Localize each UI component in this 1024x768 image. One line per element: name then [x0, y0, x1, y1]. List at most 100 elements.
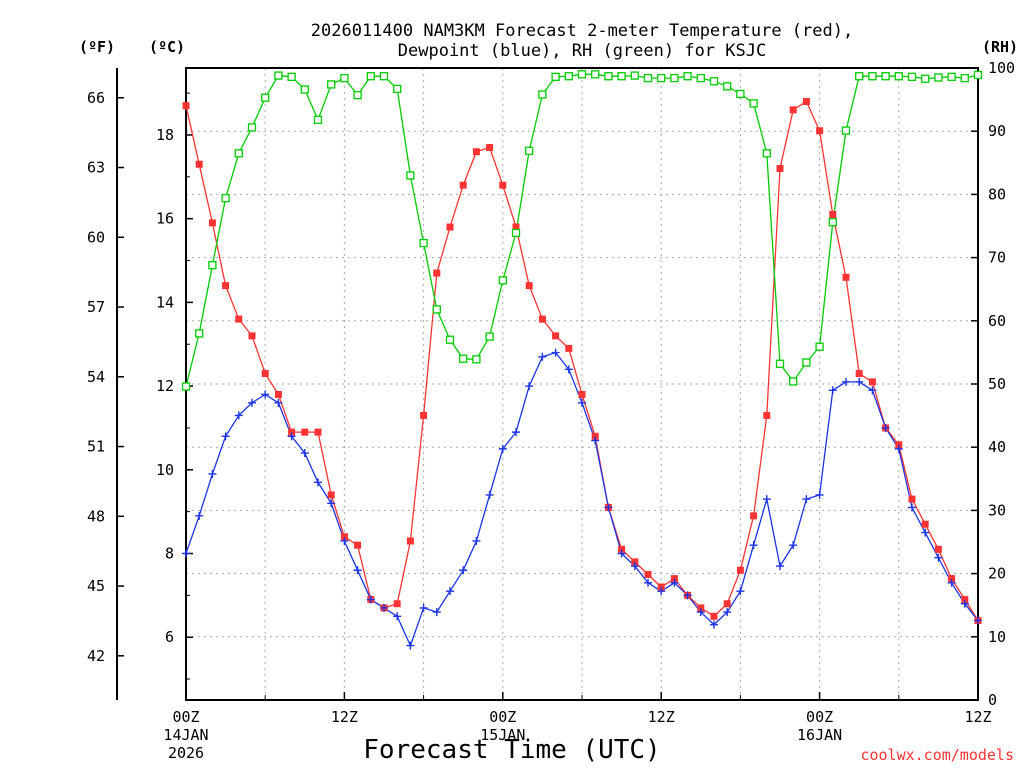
temperature-point	[327, 491, 335, 499]
rh-point	[287, 72, 296, 81]
rh-tick-label: 90	[988, 122, 1006, 140]
temperature-point	[406, 537, 414, 545]
dewpoint-point	[736, 587, 745, 596]
rh-point	[921, 74, 930, 83]
temperature-point	[314, 428, 322, 436]
temperature-point	[208, 219, 216, 227]
dewpoint-point	[564, 365, 573, 374]
rh-point	[802, 358, 811, 367]
dewpoint-point	[776, 562, 784, 571]
rh-point	[551, 72, 560, 81]
rh-point	[195, 329, 204, 338]
temperature-point	[499, 181, 507, 189]
temperature-point	[420, 411, 428, 419]
rh-point	[736, 89, 745, 99]
rh-point	[261, 93, 270, 102]
temperature-point	[472, 148, 480, 156]
temperature-point	[710, 612, 718, 620]
dewpoint-point	[274, 398, 283, 407]
rh-point	[432, 305, 441, 314]
dewpoint-point	[551, 348, 560, 357]
rh-point	[379, 72, 389, 81]
temperature-point	[657, 583, 665, 591]
dewpoint-point	[789, 541, 798, 550]
dewpoint-point	[591, 436, 600, 445]
rh-point	[472, 355, 481, 364]
rh-point	[208, 261, 217, 270]
rh-tick-label: 60	[988, 312, 1006, 330]
rh-point	[577, 70, 587, 79]
chart-title-line-1: 2026011400 NAM3KM Forecast 2-meter Tempe…	[311, 21, 853, 41]
fahrenheit-tick-label: 54	[87, 368, 105, 386]
dewpoint-point	[248, 398, 256, 407]
rh-point	[670, 73, 679, 83]
dewpoint-point	[234, 411, 243, 420]
x-axis-title: Forecast Time (UTC)	[363, 735, 660, 765]
temperature-point	[538, 315, 546, 323]
fahrenheit-tick-label: 42	[87, 647, 105, 665]
rh-point	[907, 72, 917, 81]
rh-tick-label: 100	[988, 59, 1015, 77]
temperature-point	[697, 604, 705, 612]
dewpoint-point	[419, 603, 428, 612]
dewpoint-point	[300, 449, 309, 458]
temperature-point	[182, 102, 190, 110]
dewpoint-point	[921, 528, 930, 537]
dewpoint-point	[353, 566, 362, 575]
dewpoint-point	[894, 444, 903, 453]
rh-tick-label: 30	[988, 501, 1006, 519]
rh-point	[762, 149, 771, 158]
dewpoint-point	[670, 578, 679, 587]
chart-title-line-2: Dewpoint (blue), RH (green) for KSJC	[398, 41, 766, 61]
dewpoint-point	[696, 608, 705, 617]
rh-point	[221, 194, 230, 203]
dewpoint-point	[525, 382, 534, 391]
rh-point	[868, 72, 877, 81]
celsius-tick-label: 12	[156, 377, 174, 395]
fahrenheit-tick-label: 60	[87, 228, 105, 246]
rh-point	[630, 71, 639, 80]
x-year-label: 2026	[168, 744, 204, 762]
series-markers	[181, 70, 983, 650]
temperature-point	[354, 541, 362, 549]
x-tick-label: 12Z	[648, 708, 675, 726]
rh-tick-label: 0	[988, 691, 997, 709]
rh-point	[657, 73, 666, 83]
temperature-point	[921, 520, 929, 528]
dewpoint-point	[762, 495, 771, 504]
dewpoint-point	[630, 562, 639, 571]
rh-point	[591, 70, 600, 79]
rh-point	[313, 115, 323, 124]
rh-tick-label: 40	[988, 438, 1006, 456]
rh-point	[485, 332, 494, 341]
temperature-point	[525, 282, 533, 290]
rh-point	[274, 71, 283, 80]
dewpoint-point	[974, 616, 982, 625]
temperature-point	[552, 332, 560, 340]
rh-point	[340, 73, 349, 83]
rh-unit-label: (RH)	[982, 38, 1018, 56]
temperature-point	[908, 495, 916, 503]
celsius-unit-label: (ºC)	[149, 38, 185, 56]
celsius-tick-label: 18	[156, 126, 174, 144]
rh-point	[445, 335, 455, 344]
temperature-point	[301, 428, 309, 436]
rh-point	[406, 171, 415, 180]
dewpoint-point	[208, 469, 217, 478]
rh-point	[683, 72, 692, 81]
temperature-point	[631, 558, 639, 566]
rh-tick-label: 10	[988, 628, 1006, 646]
x-tick-label: 12Z	[331, 708, 358, 726]
rh-point	[709, 77, 719, 86]
temperature-point	[340, 533, 348, 541]
dewpoint-point	[828, 386, 837, 395]
temperature-point	[736, 566, 744, 574]
dewpoint-point	[446, 587, 454, 596]
dewpoint-point	[934, 553, 943, 562]
x-date-label: 15JAN	[480, 726, 525, 744]
dewpoint-point	[432, 608, 441, 617]
temperature-point	[618, 545, 626, 553]
dewpoint-point	[340, 536, 349, 545]
rh-point	[617, 72, 626, 81]
